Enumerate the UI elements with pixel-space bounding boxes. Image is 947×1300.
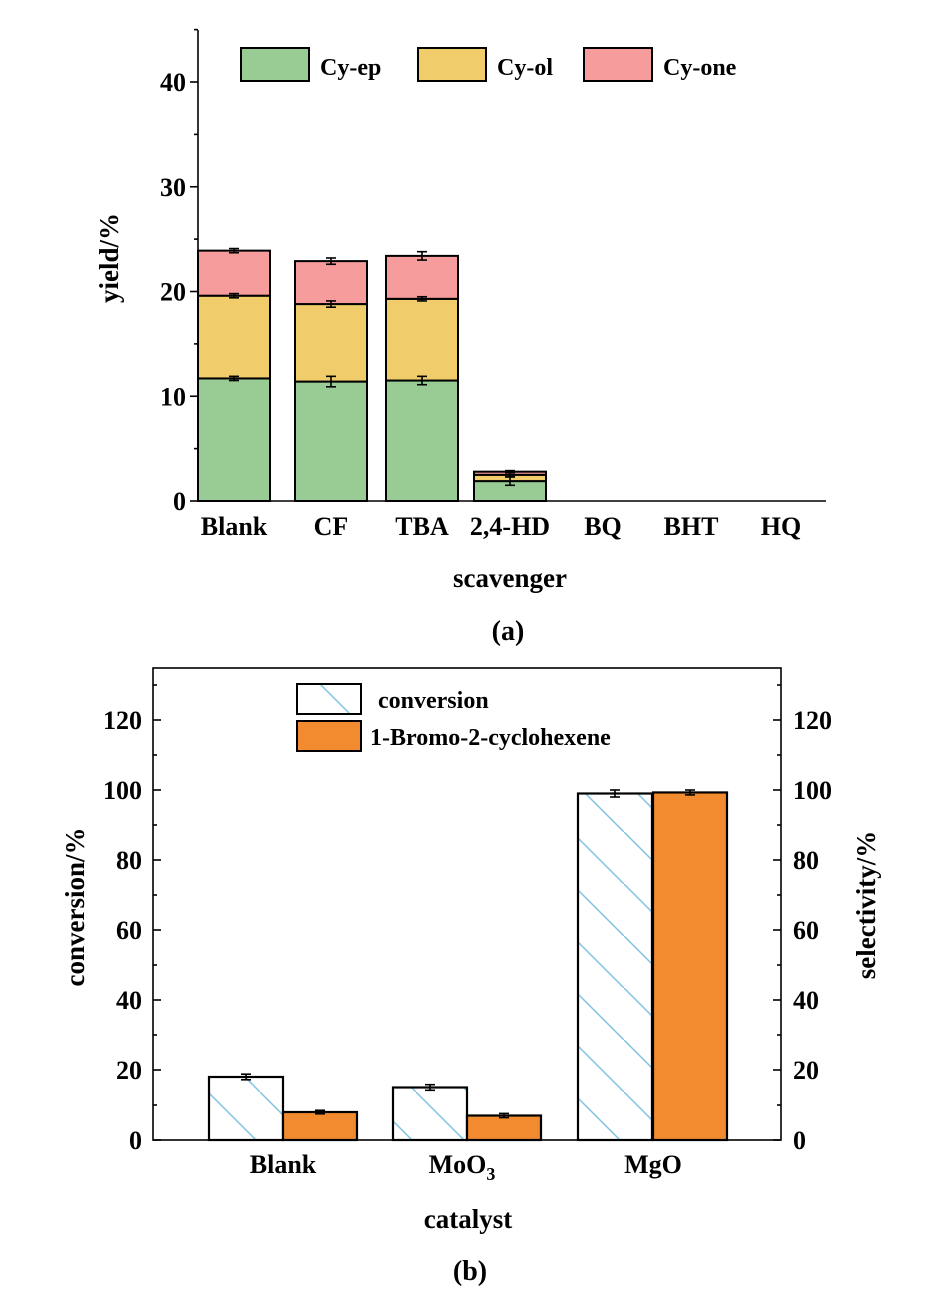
chart-a: 0 10 20 30 40 Blank CF TBA 2,4-HD BQ BHT HQ scaven… <box>94 28 826 647</box>
moo3-subscript: 3 <box>486 1164 495 1184</box>
chart-a-bars <box>197 249 547 503</box>
bar-cy-ol-tba <box>385 297 459 382</box>
chart-b-left-tick-label-40: 40 <box>116 986 142 1015</box>
legend-label-bromo: 1-Bromo-2-cyclohexene <box>370 725 611 751</box>
chart-b-left-tick-label-100: 100 <box>103 776 142 805</box>
chart-a-x-tick-label-tba: TBA <box>395 512 449 541</box>
chart-a-y-axis-ticks: 0 10 20 30 40 <box>160 28 198 516</box>
legend-label-cy-one: Cy-one <box>663 55 737 81</box>
chart-b-right-tick-label-80: 80 <box>793 846 819 875</box>
chart-b-panel-label: (b) <box>453 1256 487 1287</box>
chart-b-x-tick-label-mgo: MgO <box>624 1150 682 1179</box>
bar-bromo-moo3 <box>465 1114 543 1142</box>
bar-cy-ep-tba <box>385 379 459 503</box>
chart-b: 0 0 20 20 40 40 60 60 80 80 100 100 120 120 Blank MoO… <box>60 667 881 1287</box>
legend-swatch-bromo <box>296 720 362 752</box>
moo3-base: MoO <box>429 1150 487 1179</box>
chart-a-legend: Cy-ep Cy-ol Cy-one <box>240 47 737 82</box>
chart-b-left-tick-label-60: 60 <box>116 916 142 945</box>
chart-b-bars <box>207 791 729 1142</box>
chart-b-legend: conversion 1-Bromo-2-cyclohexene <box>296 683 611 752</box>
chart-a-y-tick-label-0: 0 <box>173 487 186 516</box>
chart-b-x-tick-label-blank: Blank <box>250 1150 317 1179</box>
chart-b-error-bars <box>241 789 695 1119</box>
chart-b-left-tick-label-0: 0 <box>129 1126 142 1155</box>
legend-label-cy-ol: Cy-ol <box>497 55 553 81</box>
chart-a-x-tick-label-bq: BQ <box>584 512 622 541</box>
chart-b-right-tick-label-0: 0 <box>793 1126 806 1155</box>
bar-conversion-moo3 <box>391 1086 469 1142</box>
legend-label-conversion: conversion <box>378 688 489 714</box>
bar-cy-one-cf <box>294 260 368 306</box>
bar-conversion-mgo <box>576 792 654 1142</box>
bar-cy-one-tba <box>385 254 459 300</box>
bar-cy-ol-blank <box>197 294 271 380</box>
chart-b-plot-frame <box>152 667 782 1141</box>
chart-a-x-tick-label-2-4-hd: 2,4-HD <box>470 512 550 541</box>
chart-a-y-tick-label-10: 10 <box>160 382 186 411</box>
chart-b-left-tick-label-120: 120 <box>103 706 142 735</box>
chart-a-y-tick-label-40: 40 <box>160 68 186 97</box>
chart-a-x-tick-label-hq: HQ <box>761 512 801 541</box>
chart-b-right-tick-label-120: 120 <box>793 706 832 735</box>
chart-a-x-tick-label-bht: BHT <box>664 512 719 541</box>
chart-b-right-tick-label-40: 40 <box>793 986 819 1015</box>
chart-b-y-axis-label-left: conversion/% <box>60 828 90 987</box>
bar-conversion-blank <box>207 1075 285 1142</box>
bar-bromo-blank <box>281 1110 359 1142</box>
bar-bromo-mgo <box>651 791 729 1142</box>
legend-label-cy-ep: Cy-ep <box>320 55 381 81</box>
bar-cy-ep-cf <box>294 380 368 502</box>
chart-a-x-tick-label-cf: CF <box>314 512 349 541</box>
chart-a-x-axis-label: scavenger <box>453 563 567 593</box>
chart-b-right-tick-label-60: 60 <box>793 916 819 945</box>
chart-a-y-tick-label-20: 20 <box>160 278 186 307</box>
chart-b-x-axis-label: catalyst <box>424 1204 512 1234</box>
chart-b-y-axis-ticks: 0 0 20 20 40 40 60 60 80 80 100 100 120 120 <box>103 684 832 1155</box>
chart-b-right-tick-label-100: 100 <box>793 776 832 805</box>
chart-a-error-bars <box>229 247 515 487</box>
bar-cy-ep-blank <box>197 377 271 503</box>
chart-b-y-axis-label-right: selectivity/% <box>851 831 881 979</box>
chart-a-x-tick-label-blank: Blank <box>201 512 268 541</box>
chart-b-left-tick-label-20: 20 <box>116 1056 142 1085</box>
legend-swatch-cy-ep <box>240 47 310 82</box>
legend-swatch-cy-ol <box>417 47 487 82</box>
chart-b-x-tick-label-moo3: MoO3 <box>429 1150 496 1184</box>
chart-b-right-tick-label-20: 20 <box>793 1056 819 1085</box>
chart-a-panel-label: (a) <box>492 616 525 647</box>
chart-a-y-tick-label-30: 30 <box>160 173 186 202</box>
chart-a-y-axis-label: yield/% <box>94 213 124 303</box>
bar-cy-one-blank <box>197 249 271 297</box>
chart-a-x-tick-labels: Blank CF TBA 2,4-HD BQ BHT HQ <box>201 512 801 541</box>
chart-b-left-tick-label-80: 80 <box>116 846 142 875</box>
legend-swatch-cy-one <box>583 47 653 82</box>
legend-swatch-conversion <box>296 683 362 715</box>
bar-cy-ol-cf <box>294 303 368 383</box>
